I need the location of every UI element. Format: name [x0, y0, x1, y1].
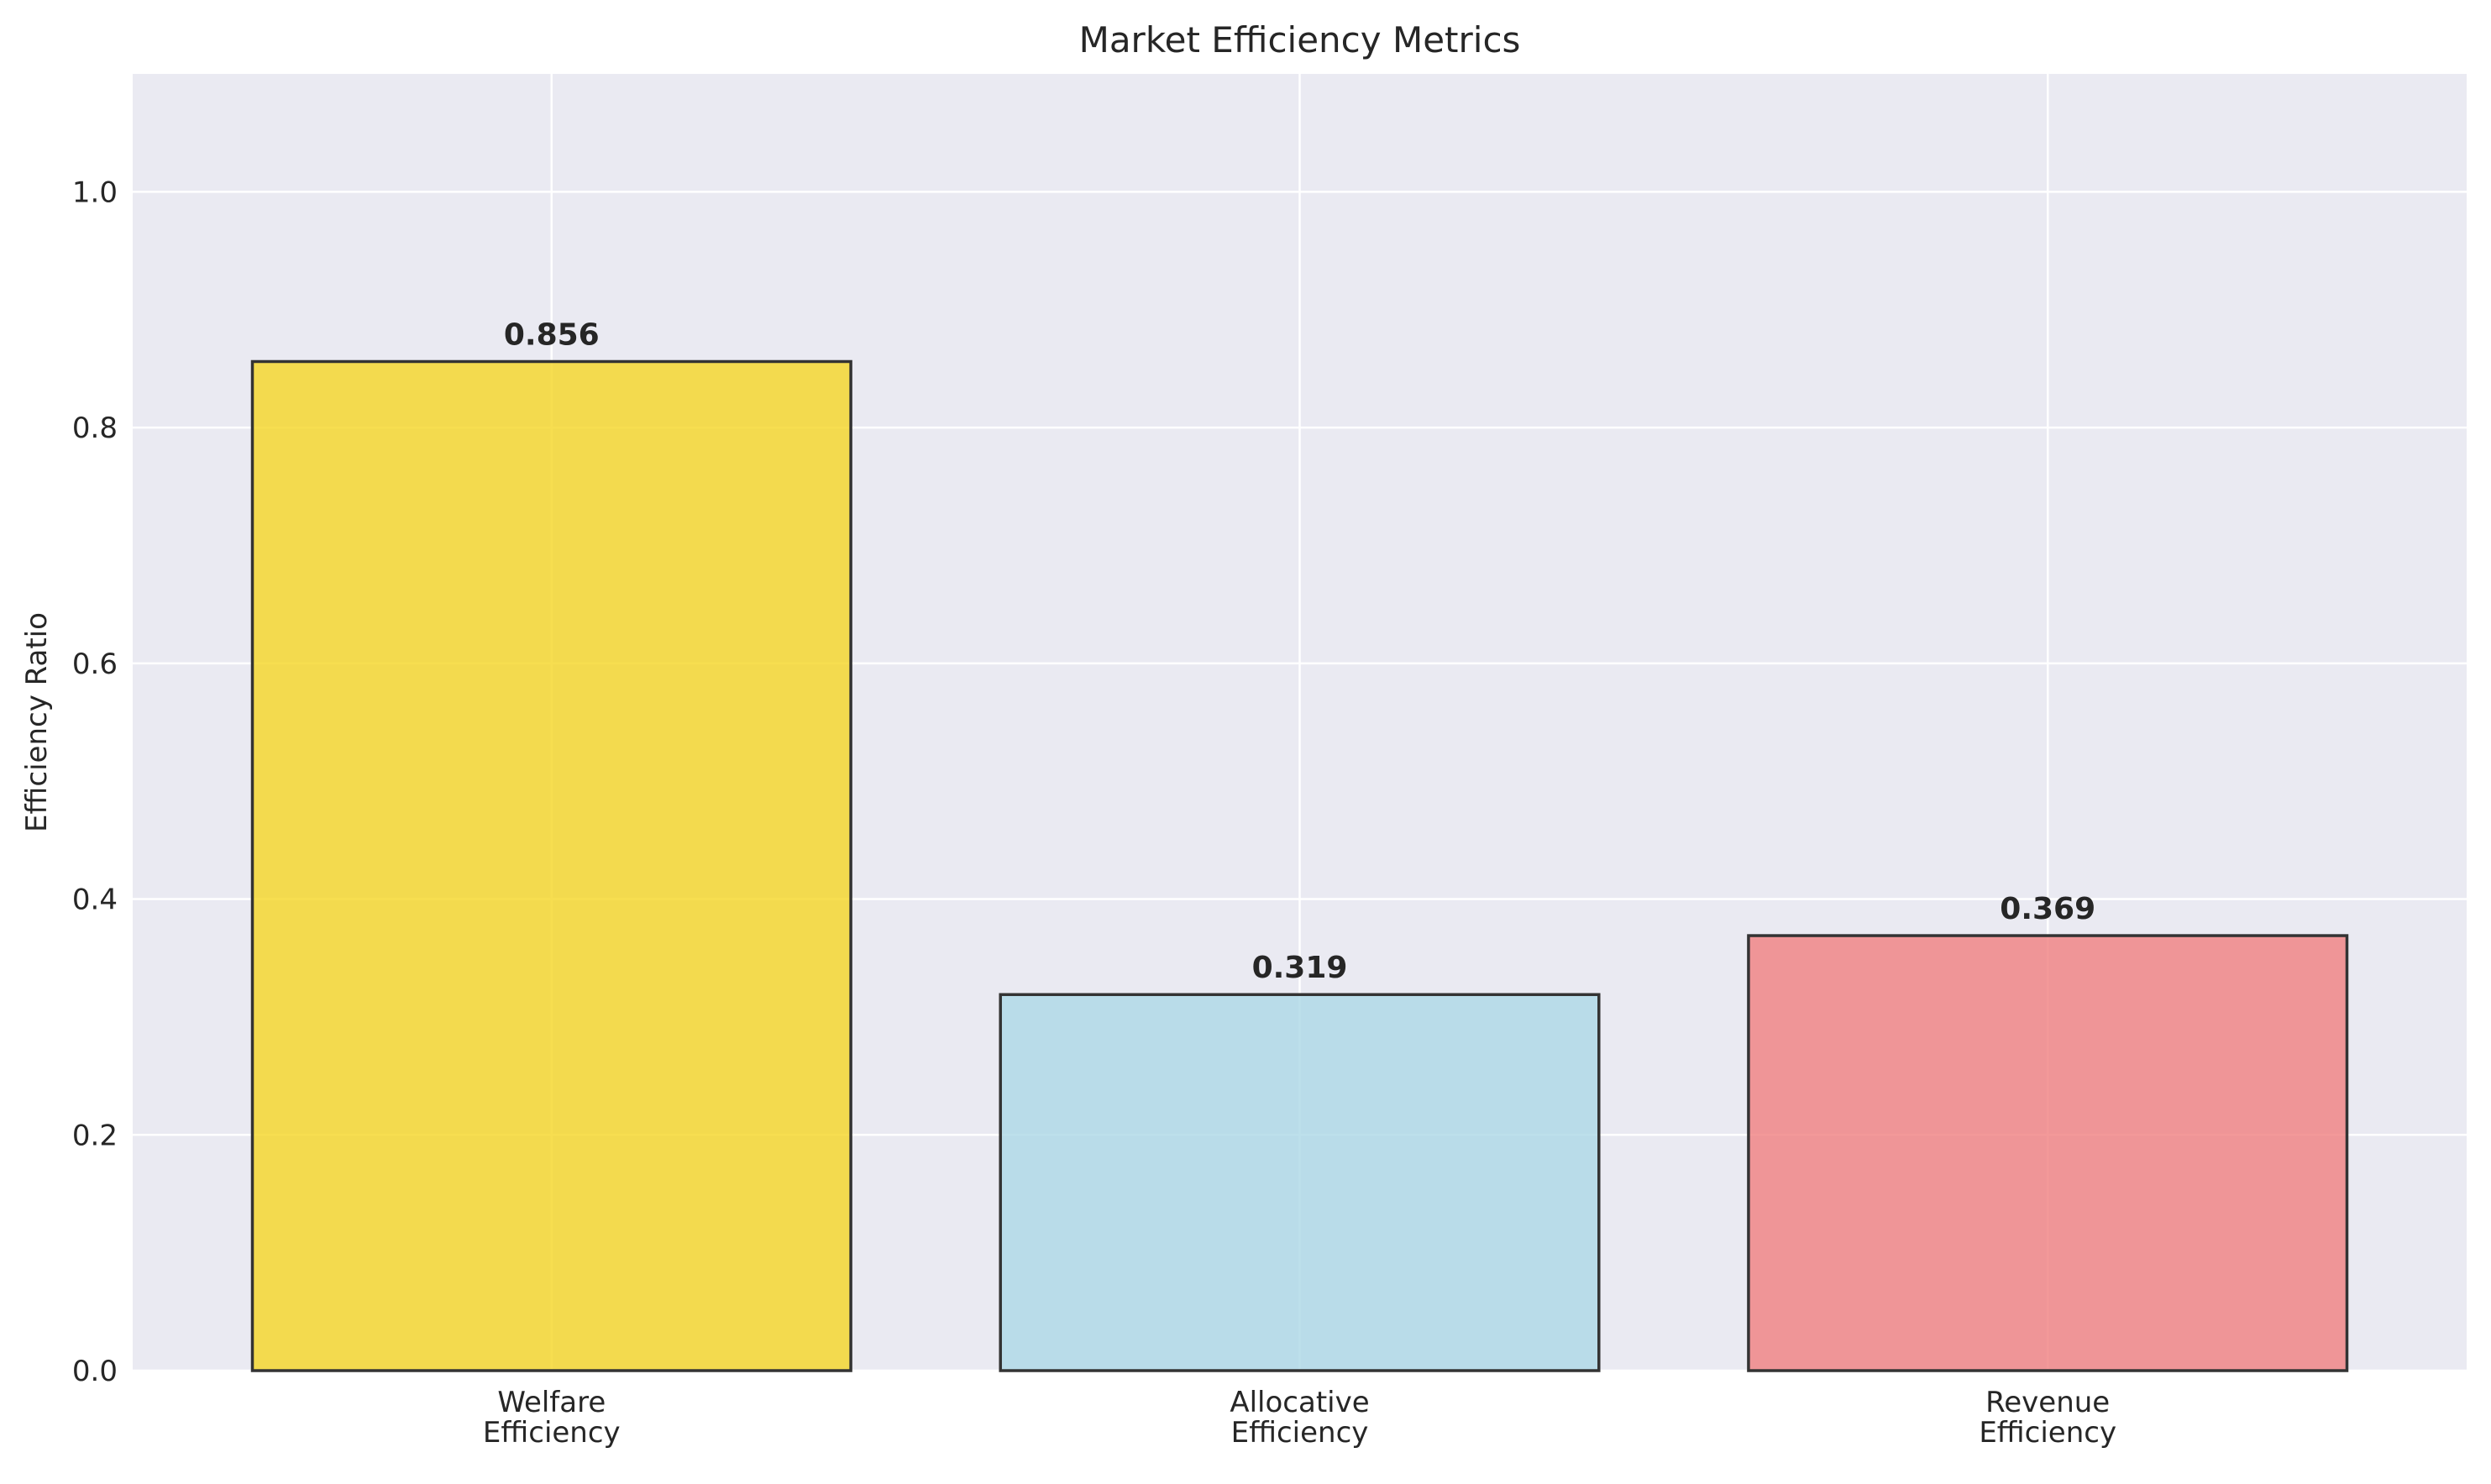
- chart-title: Market Efficiency Metrics: [1079, 19, 1521, 60]
- bars: [250, 359, 2349, 1372]
- x-tick-label: Efficiency: [483, 1416, 621, 1450]
- bar: [1747, 934, 2349, 1372]
- bar-value-label: 0.369: [2000, 892, 2095, 926]
- bar: [250, 359, 852, 1372]
- bar-value-label: 0.856: [504, 317, 600, 352]
- y-axis-ticks: 0.0 0.2 0.4 0.6 0.8 1.0: [72, 176, 118, 1388]
- data-labels: 0.856 0.319 0.369: [504, 317, 2095, 985]
- x-tick-label: Efficiency: [1231, 1416, 1369, 1450]
- bar-value-label: 0.319: [1252, 951, 1348, 985]
- x-tick-label: Revenue: [1985, 1386, 2110, 1419]
- y-axis-label: Efficiency Ratio: [20, 612, 54, 832]
- y-tick-label: 1.0: [72, 176, 118, 209]
- x-tick-label: Allocative: [1230, 1386, 1369, 1419]
- y-tick-label: 0.6: [72, 648, 118, 681]
- x-tick-label: Efficiency: [1979, 1416, 2116, 1450]
- x-tick-label: Welfare: [497, 1386, 606, 1419]
- y-tick-label: 0.8: [72, 412, 118, 445]
- y-tick-label: 0.2: [72, 1119, 118, 1152]
- x-axis-ticks: WelfareEfficiencyAllocativeEfficiencyRev…: [483, 1386, 2116, 1450]
- bar: [999, 993, 1601, 1372]
- y-tick-label: 0.0: [72, 1355, 118, 1388]
- y-tick-label: 0.4: [72, 884, 118, 917]
